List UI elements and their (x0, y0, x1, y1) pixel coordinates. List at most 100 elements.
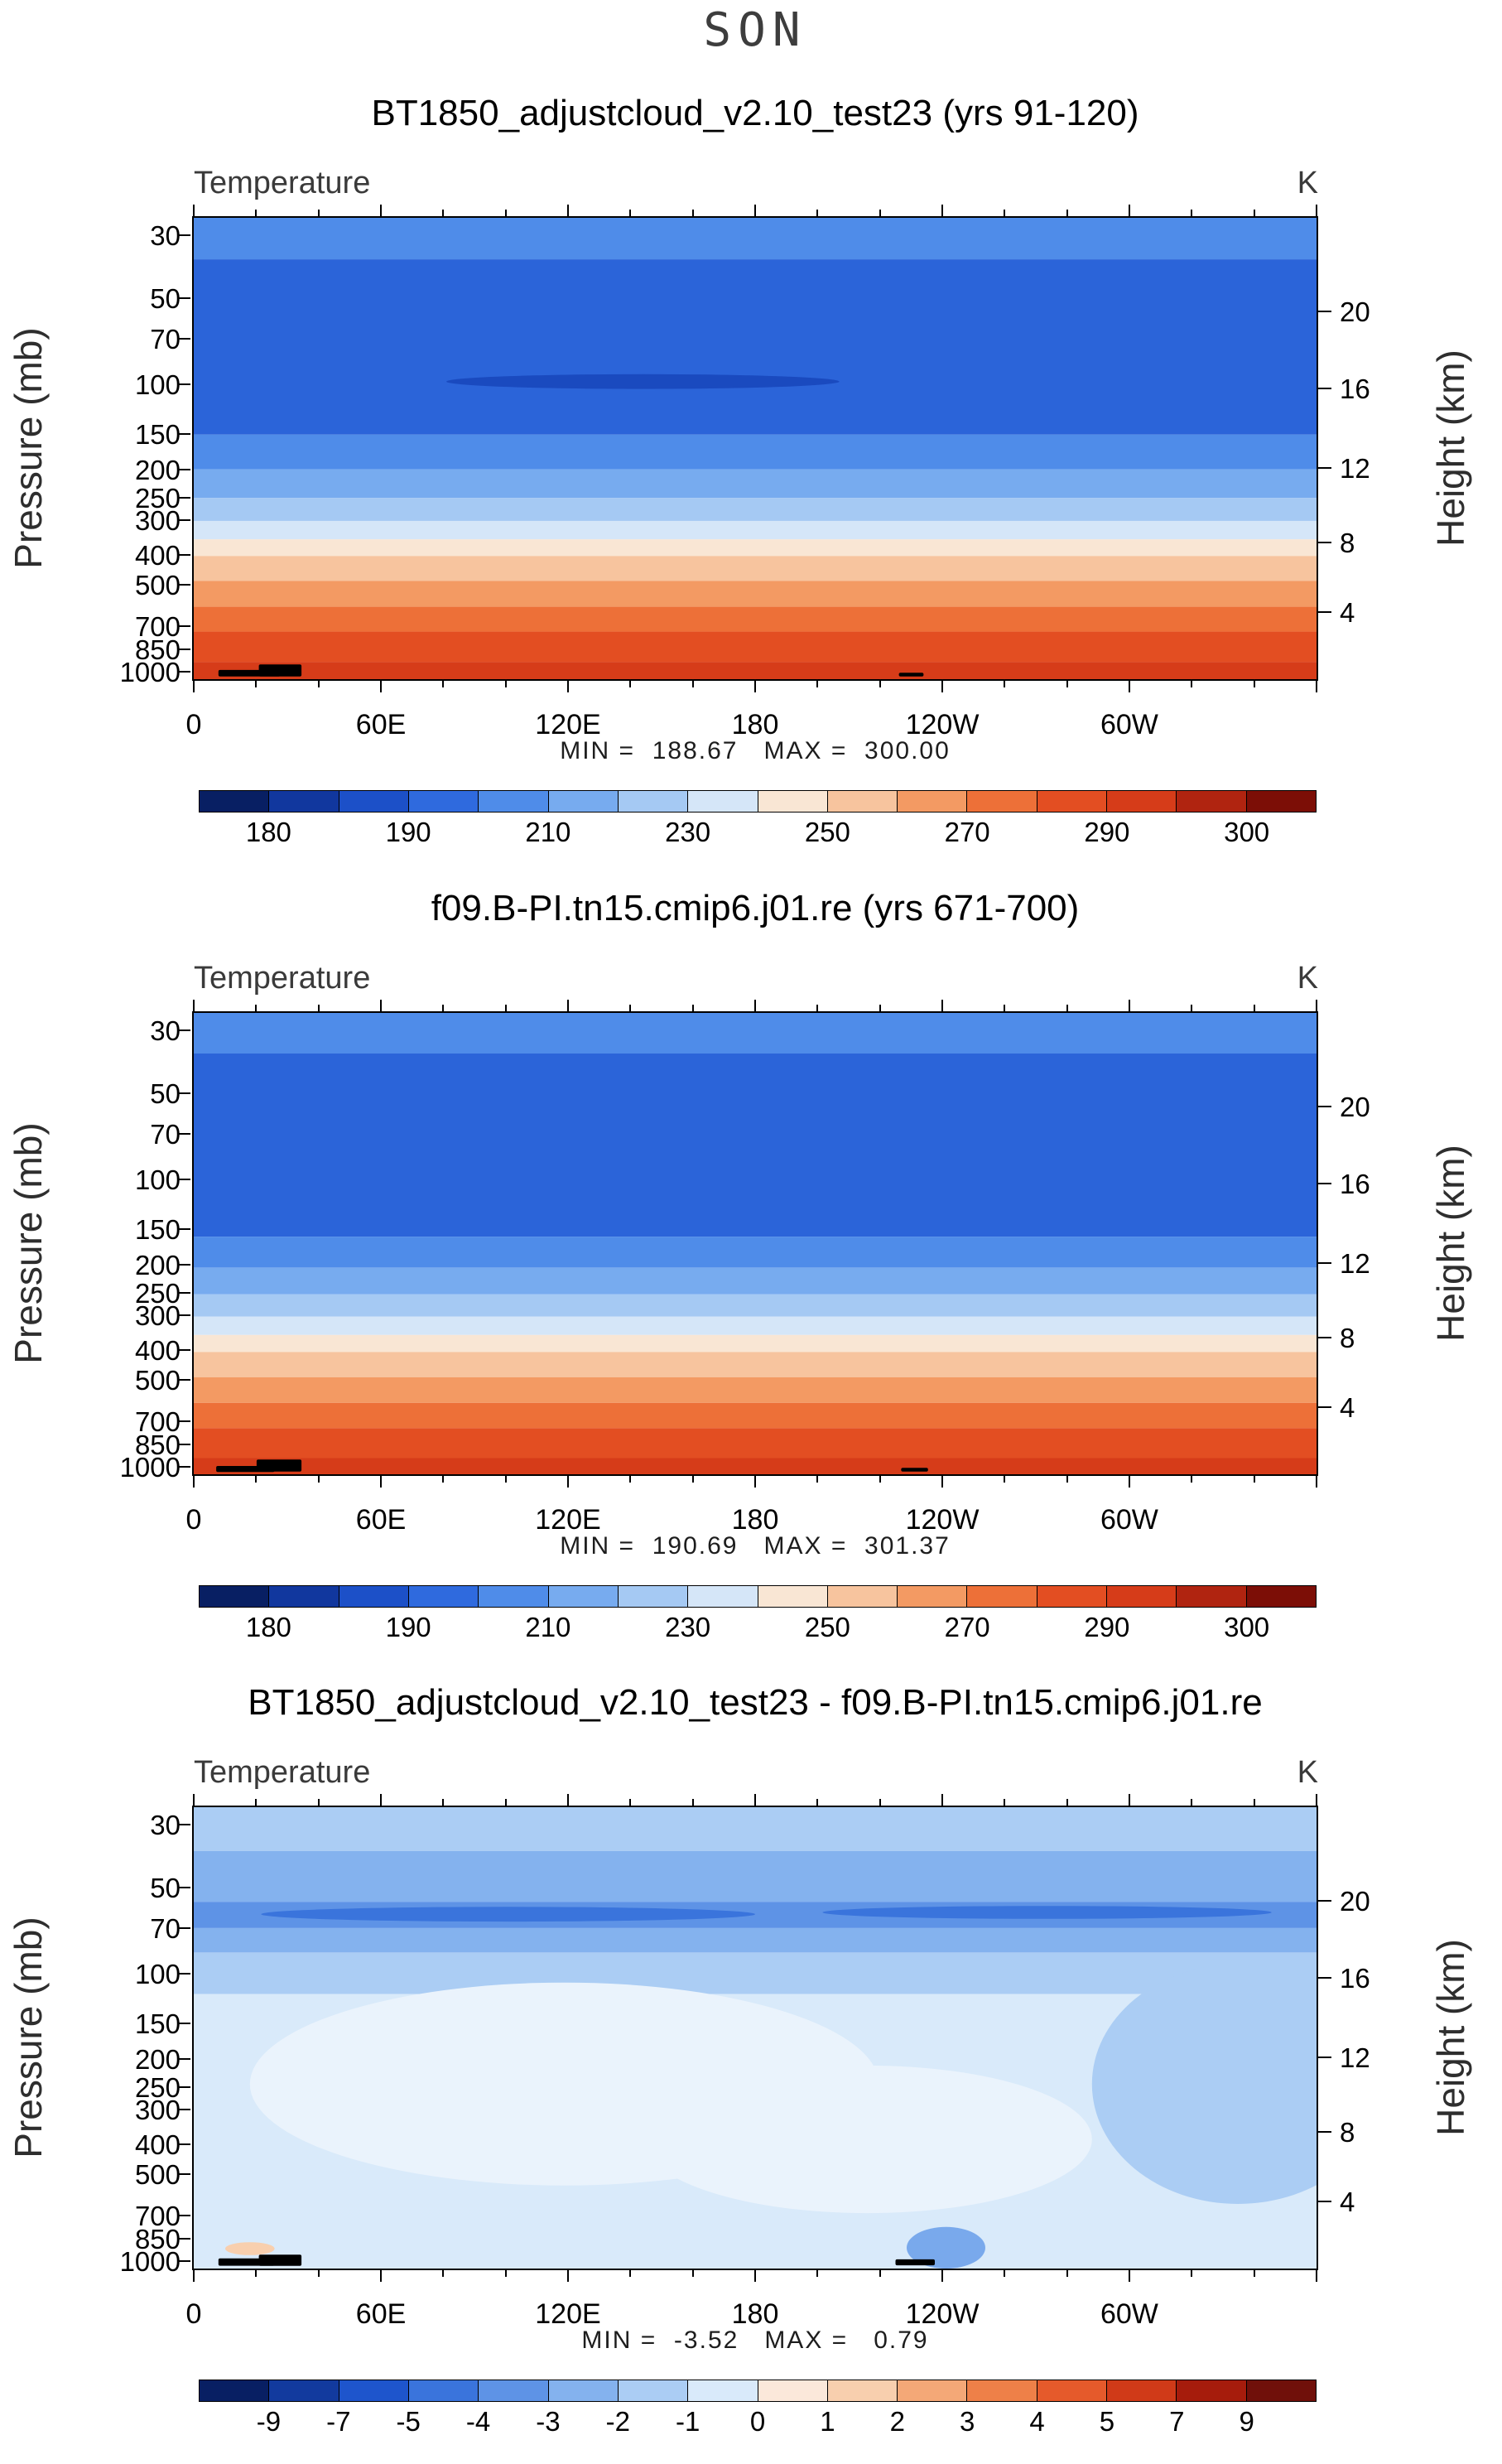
panel-1: BT1850_adjustcloud_v2.10_test23 (yrs 91-… (0, 93, 1502, 871)
pressure-tick (177, 337, 190, 340)
pressure-tick (177, 554, 190, 557)
pressure-tick-label: 850 (134, 1430, 181, 1461)
lon-tick-bottom (1253, 1476, 1255, 1483)
pressure-tick (177, 1887, 190, 1889)
lon-tick-bottom (754, 1476, 756, 1488)
lon-tick-top (380, 1000, 382, 1011)
lon-tick-top (1191, 210, 1193, 216)
lon-tick-top (879, 210, 881, 216)
lon-tick-top (567, 1794, 569, 1806)
lon-tick-bottom (1066, 681, 1068, 687)
lon-tick-bottom (1253, 681, 1255, 687)
colorbar-segment (479, 2380, 549, 2401)
height-tick-label: 4 (1340, 597, 1355, 629)
height-tick-label: 16 (1340, 1963, 1370, 1994)
pressure-tick (177, 234, 190, 236)
lon-tick-bottom (317, 681, 320, 687)
pressure-tick (177, 583, 190, 586)
colorbar-tick-label: 270 (944, 1612, 990, 1642)
pressure-tick (177, 670, 190, 673)
pressure-tick-label: 100 (134, 369, 181, 400)
pressure-tick (177, 1263, 190, 1266)
colorbar-tick-label: 300 (1224, 817, 1270, 847)
lon-tick-bottom (754, 681, 756, 692)
contour-fill (194, 1807, 1317, 2269)
colorbar-segment (1107, 1586, 1177, 1607)
pressure-tick (177, 2238, 190, 2240)
minmax-text: MIN = 188.67 MAX = 300.00 (560, 737, 951, 764)
height-tick (1318, 310, 1331, 312)
lon-tick-bottom (442, 681, 445, 687)
lon-tick-top (941, 1794, 943, 1806)
lon-tick-bottom (567, 1476, 569, 1488)
pressure-tick-label: 500 (134, 1364, 181, 1396)
pressure-tick-label: 700 (134, 610, 181, 642)
pressure-tick (177, 2109, 190, 2111)
lon-tick-bottom (816, 2270, 819, 2277)
pressure-tick (177, 432, 190, 435)
lon-tick-top (567, 1000, 569, 1011)
colorbar-segment (1246, 791, 1316, 812)
contour-plot (192, 216, 1318, 681)
pressure-tick (177, 1291, 190, 1294)
height-tick-label: 12 (1340, 2042, 1370, 2074)
lon-tick-bottom (255, 1476, 258, 1483)
units-label: K (1297, 1755, 1318, 1790)
colorbar-segment (339, 2380, 409, 2401)
lon-tick-top (629, 1799, 632, 1806)
colorbar-segment (758, 1586, 828, 1607)
lon-tick-top (1129, 205, 1130, 216)
lon-tick-top (317, 1799, 320, 1806)
lon-tick-label: 180 (731, 709, 779, 740)
colorbar-tick-label: 290 (1084, 1612, 1130, 1642)
pressure-tick (177, 1314, 190, 1317)
pressure-tick-label: 400 (134, 1335, 181, 1367)
colorbar-segment (269, 791, 339, 812)
lon-tick-top (1004, 210, 1006, 216)
height-tick (1318, 1262, 1331, 1265)
lon-tick-top (380, 205, 382, 216)
colorbar-segment (200, 791, 270, 812)
lon-tick-bottom (1066, 1476, 1068, 1483)
lon-tick-label: 120W (905, 709, 980, 740)
lon-tick-top (1004, 1799, 1006, 1806)
lon-tick-bottom (1191, 2270, 1193, 2277)
colorbar-segment (898, 791, 968, 812)
colorbar-labels: 180 190 210 230 250 270 290 300 (199, 1613, 1317, 1647)
colorbar-tick-label: -3 (536, 2406, 561, 2437)
pressure-tick-label: 70 (150, 1118, 181, 1150)
minmax-text: MIN = -3.52 MAX = 0.79 (581, 2327, 929, 2354)
lon-tick-bottom (941, 681, 943, 692)
colorbar-segment (548, 791, 619, 812)
height-tick (1318, 2201, 1331, 2203)
colorbar-segment (1107, 2380, 1177, 2401)
colorbar-segment (1177, 1586, 1247, 1607)
height-tick-label: 8 (1340, 1322, 1355, 1353)
lon-tick-label: 60E (355, 709, 407, 740)
pressure-axis-title: Pressure (mb) (7, 1122, 50, 1364)
pressure-tick (177, 1444, 190, 1446)
units-label: K (1297, 166, 1318, 200)
pressure-tick (177, 496, 190, 499)
units-label: K (1297, 961, 1318, 996)
colorbar-tick-label: 3 (959, 2406, 975, 2437)
colorbar-tick-label: -1 (675, 2406, 700, 2437)
pressure-tick-label: 1000 (119, 656, 181, 687)
colorbar-segment (827, 2380, 898, 2401)
height-tick (1318, 1406, 1331, 1409)
lon-tick-bottom (1316, 681, 1317, 692)
pressure-tick-label: 50 (150, 283, 181, 315)
colorbar-tick-label: -9 (256, 2406, 282, 2437)
lon-tick-top (504, 1799, 507, 1806)
lon-tick-bottom (1253, 2270, 1255, 2277)
pressure-tick-label: 50 (150, 1078, 181, 1110)
lon-tick-top (1316, 1000, 1317, 1011)
colorbar-tick-label: 0 (749, 2406, 766, 2437)
pressure-tick (177, 2259, 190, 2262)
lon-tick-bottom (879, 681, 881, 687)
colorbar (199, 1585, 1317, 1608)
lon-tick-bottom (255, 681, 258, 687)
height-axis-title: Height (km) (1429, 350, 1472, 547)
colorbar-tick-label: -4 (465, 2406, 491, 2437)
